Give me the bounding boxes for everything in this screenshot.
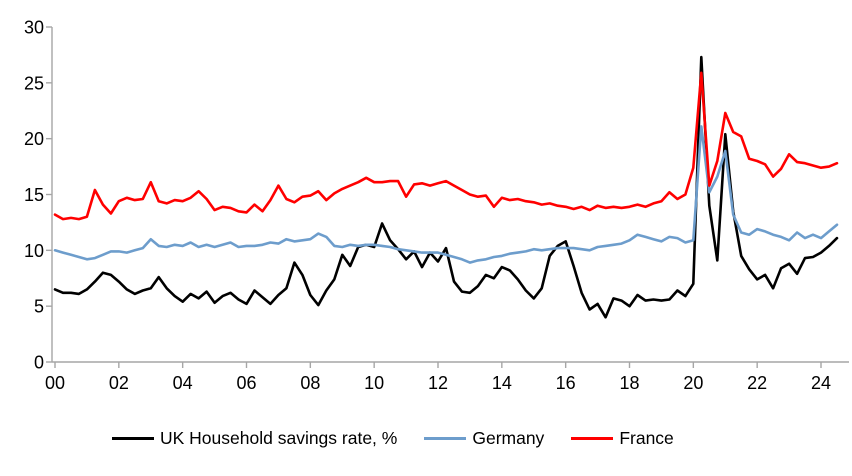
legend-item-uk: UK Household savings rate, % [112, 428, 397, 449]
uk-line-swatch [112, 437, 154, 440]
x-tick-label: 20 [683, 373, 703, 393]
france-line-swatch [571, 437, 614, 440]
germany-line-swatch [424, 437, 467, 440]
x-tick-label: 00 [45, 373, 65, 393]
chart-legend: UK Household savings rate, % Germany Fra… [112, 428, 674, 449]
x-tick-label: 14 [492, 373, 512, 393]
uk-series-line [53, 55, 839, 319]
x-tick-label: 10 [364, 373, 384, 393]
y-tick-label: 25 [24, 73, 44, 93]
x-tick-label: 18 [619, 373, 639, 393]
france-series-line [53, 71, 839, 221]
x-tick-label: 16 [556, 373, 576, 393]
legend-item-germany: Germany [424, 428, 544, 449]
y-tick-label: 20 [24, 129, 44, 149]
germany-series-line [53, 125, 839, 264]
x-tick-label: 12 [428, 373, 448, 393]
x-tick-label: 24 [811, 373, 831, 393]
x-tick-label: 08 [300, 373, 320, 393]
legend-item-france: France [571, 428, 674, 449]
legend-label-uk: UK Household savings rate, % [160, 428, 398, 448]
legend-label-germany: Germany [472, 428, 545, 448]
x-tick-label: 22 [747, 373, 767, 393]
y-tick-label: 5 [34, 297, 44, 317]
x-tick-label: 02 [109, 373, 129, 393]
y-tick-label: 30 [24, 18, 44, 38]
x-tick-label: 06 [236, 373, 256, 393]
legend-label-france: France [619, 428, 674, 448]
y-tick-label: 15 [24, 185, 44, 205]
y-tick-label: 10 [24, 241, 44, 261]
y-tick-label: 0 [34, 353, 44, 373]
x-tick-label: 04 [173, 373, 193, 393]
